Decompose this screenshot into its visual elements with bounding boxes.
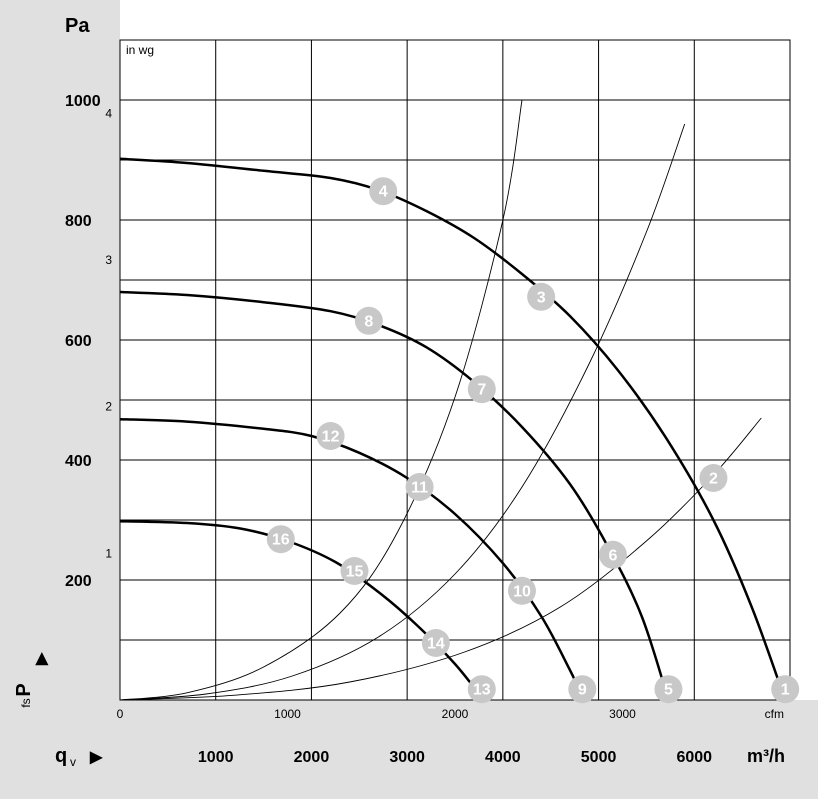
y-axis-symbol-sub: fs (19, 698, 33, 707)
y2-tick-label: 4 (105, 106, 112, 120)
x-tick-label: 4000 (485, 749, 521, 766)
y2-tick-label: 1 (105, 546, 112, 560)
arrow-up-icon: ▶ (33, 652, 50, 666)
point-marker-label: 2 (709, 471, 718, 488)
y-tick-label: 600 (65, 333, 92, 350)
point-marker-label: 13 (473, 682, 491, 699)
y-tick-label: 1000 (65, 93, 101, 110)
point-marker-label: 10 (513, 583, 531, 600)
x-axis-unit: m³/h (747, 746, 785, 766)
point-marker-label: 12 (322, 429, 340, 446)
x-tick-label: 1000 (198, 749, 234, 766)
x2-tick-label: 0 (117, 707, 124, 721)
x2-tick-label: 3000 (609, 707, 636, 721)
point-marker-label: 14 (427, 636, 445, 653)
point-marker-label: 9 (578, 682, 587, 699)
x-tick-label: 3000 (389, 749, 425, 766)
point-marker-label: 4 (379, 184, 388, 201)
y-tick-label: 800 (65, 213, 92, 230)
x-axis-symbol-sub: v (70, 755, 76, 769)
y2-tick-label: 2 (105, 400, 112, 414)
x-tick-label: 5000 (581, 749, 617, 766)
point-marker-label: 8 (364, 313, 373, 330)
point-marker-label: 11 (411, 480, 428, 497)
point-marker-label: 7 (477, 382, 486, 399)
y2-axis-unit: in wg (126, 43, 154, 57)
y-axis-symbol: P (13, 683, 35, 696)
point-marker-label: 15 (346, 564, 364, 581)
y-axis-unit: Pa (65, 15, 90, 37)
y-tick-label: 200 (65, 573, 92, 590)
chart-svg: 123456789101112131415162004006008001000P… (0, 0, 818, 799)
point-marker-label: 1 (781, 682, 790, 699)
fan-curve-chart: 123456789101112131415162004006008001000P… (0, 0, 818, 799)
x-tick-label: 6000 (676, 749, 712, 766)
point-marker-label: 6 (608, 547, 617, 564)
x-tick-label: 2000 (294, 749, 330, 766)
point-marker-label: 16 (272, 532, 290, 549)
arrow-right-icon: ▶ (89, 749, 103, 766)
x-axis-symbol: q (55, 745, 67, 767)
point-marker-label: 3 (537, 289, 546, 306)
y-tick-label: 400 (65, 453, 92, 470)
x2-tick-label: 1000 (274, 707, 301, 721)
y2-tick-label: 3 (105, 253, 112, 267)
point-marker-label: 5 (664, 682, 673, 699)
plot-area (120, 40, 790, 700)
x2-tick-label: 2000 (442, 707, 469, 721)
x2-axis-unit: cfm (765, 707, 784, 721)
